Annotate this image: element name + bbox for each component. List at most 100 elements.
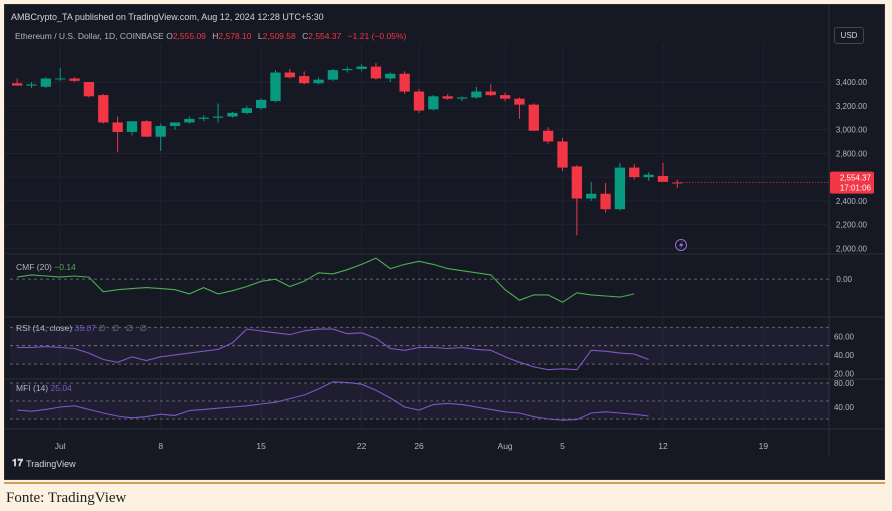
candle — [313, 77, 324, 85]
tradingview-logo[interactable]: 𝟏𝟕 TradingView — [12, 458, 76, 469]
candle-body — [471, 91, 482, 98]
figure-caption: Fonte: TradingView — [6, 490, 127, 506]
candle — [342, 66, 353, 73]
candle — [184, 116, 195, 124]
candle-body — [586, 193, 597, 199]
candle — [12, 78, 23, 86]
candle — [126, 121, 138, 136]
price-tick-label: 3,200.00 — [836, 102, 868, 111]
candle-body — [571, 166, 583, 199]
mfi-tick-label: 40.00 — [834, 403, 855, 412]
price-tick-label: 2,800.00 — [836, 149, 868, 158]
candle-body — [600, 193, 611, 210]
candle — [672, 179, 683, 188]
candle-body — [26, 84, 37, 86]
candle — [198, 115, 209, 122]
candle — [643, 172, 654, 181]
time-axis-label: Aug — [498, 441, 513, 451]
time-axis-label: 12 — [658, 441, 668, 451]
time-axis-label: 8 — [158, 441, 163, 451]
low-label: L — [257, 31, 263, 41]
candle-body — [155, 126, 166, 137]
candle — [141, 120, 152, 137]
candle-body — [557, 141, 568, 168]
candle — [471, 86, 482, 99]
candle-body — [629, 167, 640, 178]
candle-body — [413, 91, 425, 111]
price-tick-label: 2,200.00 — [836, 221, 868, 230]
candle — [83, 82, 95, 98]
time-axis-label: 15 — [256, 441, 266, 451]
time-axis-label: Jul — [55, 441, 66, 451]
candle — [40, 77, 52, 88]
candle — [557, 137, 568, 172]
candle-body — [198, 117, 209, 119]
candle-body — [342, 68, 353, 71]
rsi-tick-label: 40.00 — [834, 351, 855, 360]
price-tick-label: 2,400.00 — [836, 197, 868, 206]
candle-body — [255, 99, 267, 109]
candle-body — [98, 95, 109, 123]
candle-body — [499, 95, 511, 99]
close-value: 2,554.37 — [308, 31, 342, 41]
candle — [428, 95, 439, 111]
candle — [69, 77, 80, 83]
candle — [227, 111, 238, 118]
candle-body — [428, 96, 439, 110]
candle — [600, 183, 611, 213]
rsi-value: 35.07 — [74, 323, 96, 333]
candle-body — [227, 112, 238, 117]
candle-body — [270, 72, 281, 102]
candle — [26, 82, 37, 88]
candle-body — [370, 66, 382, 79]
cmf-line — [17, 257, 635, 303]
last-price-tag — [830, 171, 874, 194]
cmf-label: CMF (20) — [16, 262, 52, 272]
rsi-line — [17, 328, 649, 371]
candle — [629, 164, 640, 180]
rsi-label: RSI (14, close) — [16, 323, 73, 333]
mfi-label: MFI (14) — [16, 383, 49, 393]
candle — [499, 92, 511, 102]
symbol-legend: Ethereum / U.S. Dollar, 1D, COINBASE O2,… — [15, 31, 410, 41]
time-axis-label: 26 — [414, 441, 424, 451]
candle — [413, 89, 425, 113]
cmf-tick-label: 0.00 — [836, 275, 852, 284]
candle-body — [299, 76, 310, 84]
caption-divider — [4, 482, 885, 484]
candle-body — [442, 96, 453, 99]
candle-body — [141, 121, 152, 137]
time-axis-label: 22 — [357, 441, 367, 451]
candle-body — [657, 175, 669, 182]
candle-body — [12, 83, 23, 86]
candle — [542, 127, 554, 144]
price-tick-label: 2,000.00 — [836, 244, 868, 253]
candle-body — [356, 66, 367, 69]
candle-body — [83, 82, 95, 97]
candle — [241, 105, 252, 115]
brand-name: TradingView — [26, 458, 76, 469]
candle — [586, 181, 597, 201]
candle-body — [184, 118, 195, 123]
candle — [327, 68, 339, 81]
currency-button[interactable]: USD — [834, 27, 864, 44]
open-value: 2,555.09 — [172, 31, 206, 41]
lightning-icon-ring — [675, 239, 687, 251]
candle-body — [485, 91, 496, 96]
candle-body — [212, 116, 224, 118]
candle — [356, 64, 367, 72]
change-value: −1.21 (−0.05%) — [347, 31, 407, 41]
mfi-legend: MFI (14) 25.04 — [16, 383, 72, 393]
lightning-icon-bolt — [679, 241, 684, 250]
candle-body — [169, 122, 181, 127]
mfi-tick-label: 80.00 — [834, 379, 855, 388]
price-tick-label: 3,000.00 — [836, 126, 868, 135]
candle — [614, 162, 626, 211]
candle-body — [643, 174, 654, 178]
time-axis-label: 19 — [759, 441, 769, 451]
attribution-text: AMBCrypto_TA published on TradingView.co… — [11, 12, 324, 22]
candle — [55, 67, 66, 81]
candle — [370, 63, 382, 80]
candle-body — [399, 73, 410, 92]
